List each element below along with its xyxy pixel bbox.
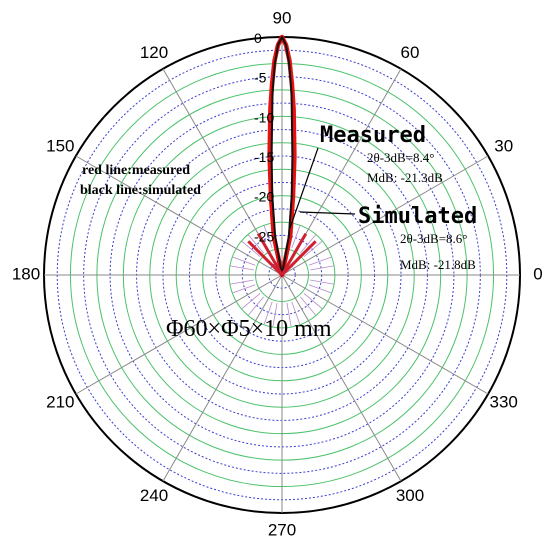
legend-line-simulated: black line:simulated (80, 183, 201, 198)
angle-tick-150: 150 (46, 136, 74, 155)
inner-spoke (272, 303, 278, 327)
inner-spoke (303, 241, 323, 257)
legend-line-measured: red line:measured (82, 163, 190, 178)
angle-tick-180: 180 (12, 264, 40, 283)
inner-spoke (241, 241, 261, 257)
angle-tick-0: 0 (533, 264, 542, 283)
angle-tick-210: 210 (46, 392, 74, 411)
annotations: Measured 2θ-3dB=8.4° MdB: -21.3dB Simula… (80, 123, 477, 342)
inner-spoke (300, 234, 316, 254)
measured-sidelobe-mark (247, 240, 284, 277)
inner-spoke (286, 303, 292, 327)
inner-spoke (308, 256, 332, 266)
radial-tick: -5 (254, 70, 267, 86)
spoke-150 (75, 155, 283, 276)
simulated-beamwidth: 2θ-3dB=8.6° (400, 231, 468, 246)
dimensions-label: Φ60×Φ5×10 mm (166, 316, 332, 342)
measured-sidelobe-mark (280, 233, 308, 276)
spoke-240 (162, 274, 283, 482)
inner-spoke (241, 293, 261, 309)
simulated-label: Simulated (358, 204, 477, 229)
measured-beamwidth: 2θ-3dB=8.4° (367, 150, 435, 165)
inner-spoke (230, 265, 254, 271)
inner-spoke (303, 293, 323, 309)
radial-tick: 0 (254, 30, 262, 46)
measured-label: Measured (320, 123, 426, 148)
inner-spoke (310, 265, 334, 271)
inner-spoke (232, 284, 256, 294)
angle-tick-270: 270 (268, 520, 296, 539)
measured-pointer (289, 147, 319, 229)
radial-tick: -25 (254, 228, 274, 244)
inner-spoke (230, 279, 254, 285)
simulated-pointer (299, 211, 356, 215)
radial-tick: -10 (254, 109, 274, 125)
angle-tick-300: 300 (396, 486, 424, 505)
inner-spoke (263, 301, 273, 325)
spoke-300 (281, 274, 402, 482)
inner-spoke (248, 296, 264, 316)
inner-spoke (310, 279, 334, 285)
spoke-30 (281, 155, 489, 276)
tick-labels: 0 30 60 90 120 150 180 210 240 270 300 330 0 -5 -10 -15… (12, 8, 543, 539)
inner-spoke (291, 301, 301, 325)
inner-spoke (308, 284, 332, 294)
radial-tick: -15 (254, 149, 274, 165)
simulated-sidelobe: MdB: -21.8dB (400, 257, 476, 272)
angle-tick-90: 90 (273, 8, 292, 27)
inner-spoke (300, 296, 316, 316)
angle-tick-30: 30 (494, 136, 513, 155)
angle-tick-60: 60 (401, 43, 420, 62)
spoke-210 (75, 274, 283, 395)
angle-tick-240: 240 (140, 486, 168, 505)
measured-sidelobe-mark (280, 240, 317, 277)
spoke-330 (281, 274, 489, 395)
inner-spoke (291, 225, 301, 249)
inner-spoke (263, 225, 273, 249)
measured-sidelobe-mark (256, 233, 284, 276)
series-layer (247, 34, 317, 278)
angle-tick-330: 330 (490, 392, 518, 411)
measured-sidelobe: MdB: -21.3dB (367, 170, 443, 185)
radial-tick: -20 (254, 189, 274, 205)
inner-spoke (232, 256, 256, 266)
inner-spoke (248, 234, 264, 254)
angle-tick-120: 120 (140, 43, 168, 62)
series-line-simulated (270, 36, 294, 276)
